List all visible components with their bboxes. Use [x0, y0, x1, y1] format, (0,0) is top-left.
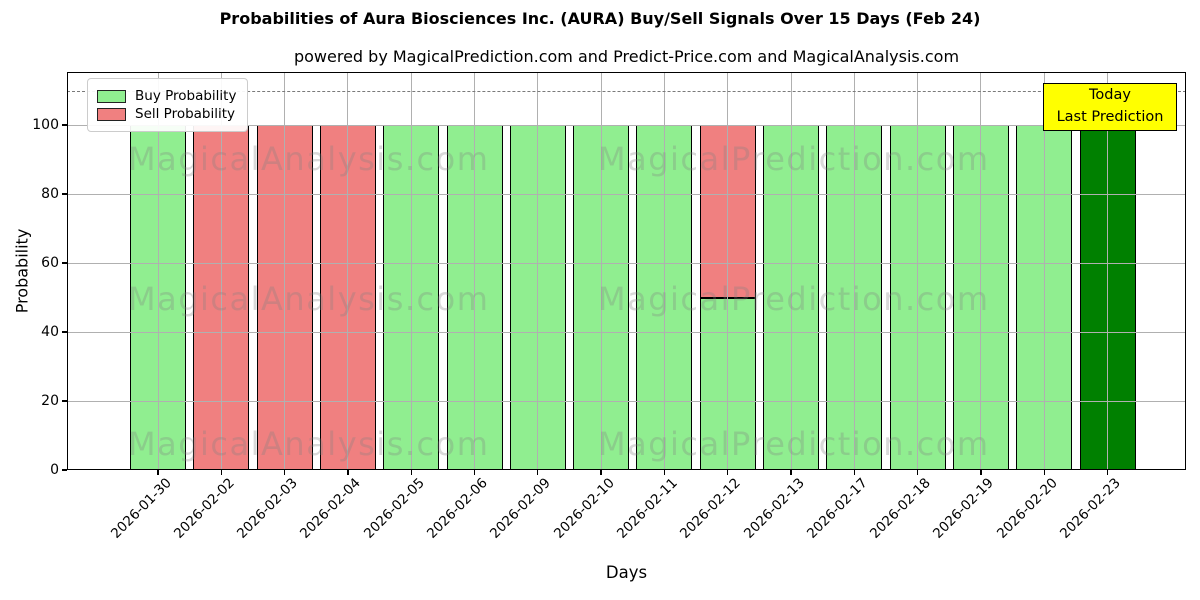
vertical-gridline: [347, 72, 349, 470]
x-tick-label: 2026-02-23: [1057, 475, 1124, 542]
y-tick-mark: [62, 469, 67, 471]
x-tick-mark: [537, 470, 539, 475]
vertical-gridline: [600, 72, 602, 470]
chart-title: Probabilities of Aura Biosciences Inc. (…: [219, 9, 981, 28]
vertical-gridline: [790, 72, 792, 470]
x-tick-label: 2026-02-09: [487, 475, 555, 542]
y-tick-label: 100: [32, 117, 59, 134]
vertical-gridline: [917, 72, 919, 470]
x-tick-mark: [347, 470, 349, 475]
legend: Buy Probability Sell Probability: [87, 78, 249, 132]
x-tick-mark: [600, 470, 602, 475]
x-tick-label: 2026-02-05: [360, 475, 428, 542]
watermark-text: MagicalPrediction.com: [598, 280, 990, 318]
watermark-text: MagicalPrediction.com: [598, 425, 990, 463]
y-tick-mark: [62, 124, 67, 126]
vertical-gridline: [220, 72, 222, 470]
y-tick-mark: [62, 193, 67, 195]
y-tick-mark: [62, 331, 67, 333]
y-tick-label: 80: [41, 186, 59, 203]
x-tick-mark: [157, 470, 159, 475]
vertical-gridline: [853, 72, 855, 470]
legend-label-buy: Buy Probability: [135, 88, 237, 104]
x-tick-label: 2026-02-10: [550, 475, 618, 542]
vertical-gridline: [727, 72, 729, 470]
vertical-gridline: [663, 72, 665, 470]
dashed-threshold-line: [67, 90, 1186, 92]
x-tick-label: 2026-02-11: [613, 475, 681, 542]
y-tick-label: 0: [50, 462, 59, 478]
x-tick-mark: [410, 470, 412, 475]
horizontal-gridline: [67, 124, 1186, 126]
horizontal-gridline: [67, 400, 1186, 402]
sell-color-swatch: [97, 107, 126, 121]
watermark-text: MagicalAnalysis.com: [128, 425, 490, 463]
x-tick-mark: [727, 470, 729, 475]
chart-subtitle: powered by MagicalPrediction.com and Pre…: [293, 47, 960, 66]
vertical-gridline: [980, 72, 982, 470]
vertical-gridline: [284, 72, 286, 470]
x-tick-mark: [283, 470, 286, 475]
x-tick-label: 2026-02-18: [867, 475, 934, 542]
y-tick-mark: [62, 400, 67, 402]
x-tick-mark: [663, 470, 666, 475]
legend-item-sell: Sell Probability: [97, 106, 236, 122]
x-tick-label: 2026-02-17: [803, 475, 871, 542]
buy-color-swatch: [97, 89, 126, 103]
vertical-gridline: [537, 72, 539, 470]
x-tick-label: 2026-02-06: [424, 475, 491, 542]
x-tick-label: 2026-02-04: [297, 475, 365, 542]
x-tick-mark: [853, 470, 855, 475]
x-tick-label: 2026-02-13: [740, 475, 808, 542]
vertical-gridline: [474, 72, 475, 470]
y-tick-label: 60: [41, 255, 59, 272]
horizontal-gridline: [67, 262, 1186, 264]
watermark-text: MagicalAnalysis.com: [128, 280, 490, 318]
x-tick-mark: [473, 470, 476, 475]
horizontal-gridline: [67, 193, 1186, 195]
x-tick-label: 2026-02-02: [170, 475, 238, 542]
vertical-gridline: [157, 72, 159, 470]
vertical-gridline: [410, 72, 412, 470]
x-tick-mark: [790, 470, 792, 475]
x-tick-mark: [980, 470, 982, 475]
y-tick-mark: [62, 262, 67, 264]
horizontal-gridline: [67, 331, 1186, 333]
legend-item-buy: Buy Probability: [97, 88, 236, 104]
plot-area: Buy Probability Sell Probability Today L…: [67, 72, 1186, 470]
x-tick-label: 2026-02-19: [930, 475, 998, 542]
y-tick-label: 20: [41, 393, 59, 410]
today-annotation-line1: Today: [1089, 87, 1131, 103]
vertical-gridline: [1107, 72, 1108, 470]
x-tick-mark: [1043, 470, 1045, 475]
x-tick-mark: [220, 470, 222, 475]
x-tick-mark: [1106, 470, 1109, 475]
vertical-gridline: [1043, 72, 1045, 470]
x-tick-label: 2026-01-30: [107, 475, 175, 542]
x-tick-mark: [916, 470, 919, 475]
today-annotation: Today Last Prediction: [1043, 83, 1177, 131]
today-annotation-line2: Last Prediction: [1056, 108, 1164, 125]
x-tick-label: 2026-02-12: [677, 475, 745, 542]
x-tick-label: 2026-02-03: [234, 475, 301, 542]
watermark-text: MagicalPrediction.com: [598, 140, 990, 178]
x-tick-label: 2026-02-20: [993, 475, 1061, 542]
legend-label-sell: Sell Probability: [135, 106, 236, 122]
y-tick-label: 40: [41, 324, 59, 341]
watermark-text: MagicalAnalysis.com: [128, 140, 490, 178]
x-axis-label: Days: [605, 563, 648, 582]
